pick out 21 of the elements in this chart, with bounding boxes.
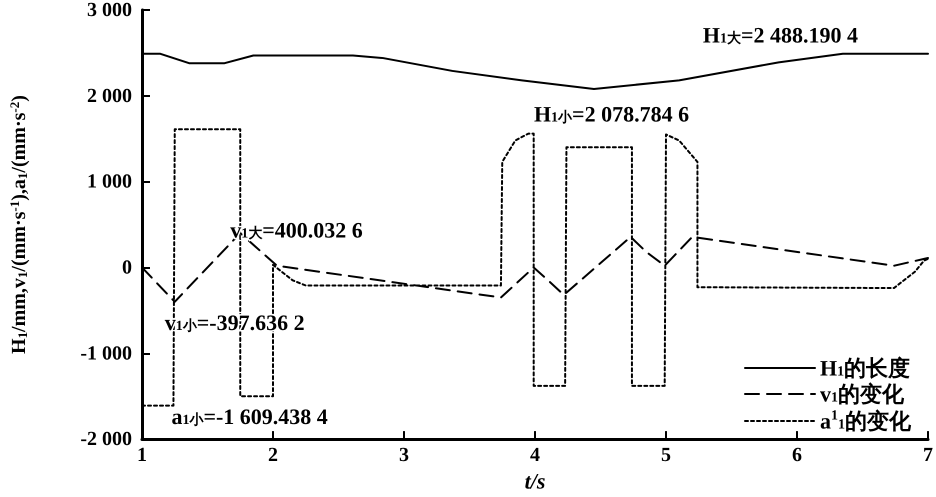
x-tick-label: 7: [923, 444, 933, 466]
text: H1/mm,v1/(mm·s-1),a1/(mm·s-2): [7, 95, 30, 354]
x-tick-label: 4: [530, 444, 540, 466]
y-tick-label: 0: [122, 256, 132, 278]
legend-label: v1的变化: [820, 382, 905, 406]
legend-label: H1的长度: [820, 356, 910, 380]
annotation: H1大=2 488.190 4: [702, 22, 858, 48]
y-tick-label: 3 000: [87, 0, 132, 21]
annotation: a1小=-1 609.438 4: [171, 404, 328, 430]
y-tick-label: -1 000: [80, 342, 132, 364]
x-tick-label: 6: [792, 444, 802, 466]
y-tick-label: 1 000: [87, 170, 132, 193]
annotation: v1大=400.032 6: [230, 218, 363, 243]
y-tick-label: 2 000: [87, 84, 132, 107]
x-axis-title: t/s: [524, 468, 546, 494]
annotation: H1小=2 078.784 6: [534, 102, 690, 127]
x-tick-label: 3: [399, 444, 409, 466]
x-tick-label: 5: [661, 444, 671, 466]
x-tick-label: 1: [137, 444, 147, 466]
x-tick-label: 2: [268, 444, 278, 466]
y-tick-label: -2 000: [80, 428, 132, 450]
